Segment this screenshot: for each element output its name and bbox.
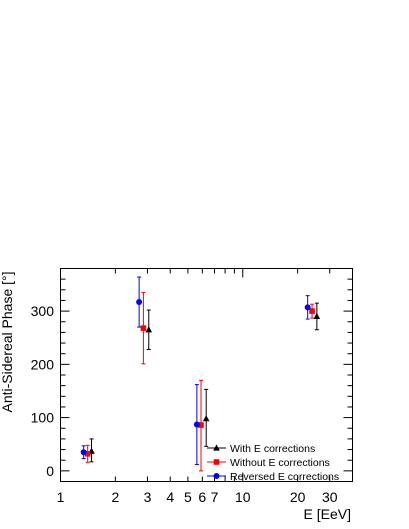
- y-tick-label: 0: [46, 463, 54, 479]
- data-point: [136, 276, 143, 328]
- data-point: [193, 384, 200, 465]
- triangle-marker: [202, 415, 210, 422]
- circle-marker: [80, 449, 87, 456]
- x-tick-label: 3: [144, 489, 152, 505]
- data-point: [145, 309, 153, 350]
- triangle-marker: [145, 326, 153, 333]
- x-tick-label: 2: [111, 489, 119, 505]
- legend-entry: With E corrections: [207, 443, 315, 455]
- y-tick-label: 200: [31, 356, 55, 372]
- legend-label: With E corrections: [230, 443, 315, 455]
- legend-entry: Without E corrections: [207, 457, 330, 469]
- data-point: [80, 445, 87, 460]
- y-axis-title: Anti-Sidereal Phase [°]: [0, 271, 15, 412]
- legend-square-marker: [213, 459, 220, 465]
- y-tick-label: 100: [31, 410, 55, 426]
- circle-marker: [136, 299, 143, 306]
- x-tick-label: 7: [211, 489, 219, 505]
- y-tick-label: 300: [31, 303, 55, 319]
- square-marker: [309, 308, 315, 314]
- x-tick-label: 1: [57, 489, 65, 505]
- legend-triangle-marker: [213, 444, 220, 451]
- square-marker: [198, 422, 204, 428]
- legend-entry: Reversed E corrections: [207, 471, 339, 483]
- triangle-marker: [313, 312, 321, 320]
- data-point: [313, 302, 321, 331]
- data-point: [140, 291, 147, 365]
- x-tick-label: 6: [198, 489, 206, 505]
- x-tick-label: 5: [184, 489, 192, 505]
- data-point: [304, 295, 311, 320]
- axis-ticks: [60, 268, 353, 482]
- legend-circle-marker: [213, 473, 220, 479]
- x-tick-label: 30: [322, 489, 338, 505]
- legend-label: Without E corrections: [230, 457, 330, 469]
- data-points: [80, 276, 321, 472]
- data-point: [84, 444, 91, 463]
- square-marker: [84, 451, 91, 457]
- data-point: [309, 303, 315, 319]
- legend-label: Reversed E corrections: [230, 471, 339, 483]
- circle-marker: [304, 304, 311, 311]
- x-tick-label: 10: [235, 489, 251, 505]
- square-marker: [140, 325, 147, 331]
- x-tick-label: 20: [290, 489, 306, 505]
- legend: With E corrections Without E corrections R…: [207, 443, 339, 483]
- data-point: [198, 379, 204, 472]
- x-tick-label: 4: [166, 489, 174, 505]
- x-axis-title: E [EeV]: [304, 506, 351, 522]
- circle-marker: [193, 421, 200, 428]
- data-point: [202, 388, 210, 447]
